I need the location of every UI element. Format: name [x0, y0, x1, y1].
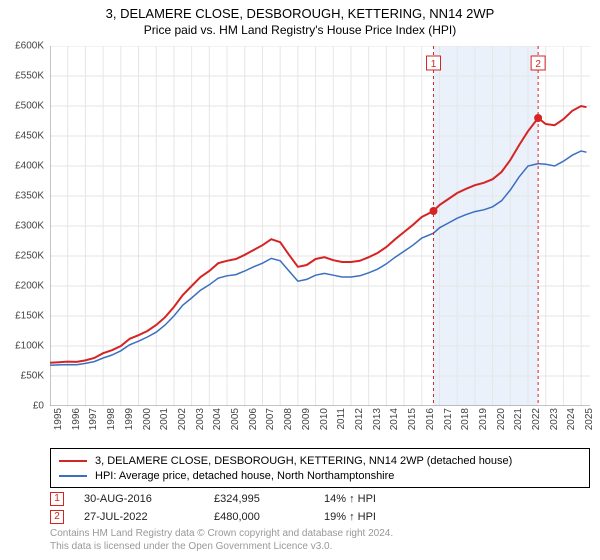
y-tick-label: £500K [15, 101, 44, 112]
legend-item-hpi: HPI: Average price, detached house, Nort… [59, 468, 581, 483]
sale-price: £480,000 [214, 511, 304, 523]
y-tick-label: £550K [15, 71, 44, 82]
x-tick-label: 2022 [531, 408, 542, 430]
legend-swatch-icon [59, 475, 87, 477]
svg-text:2: 2 [535, 59, 541, 70]
sale-diff: 14% ↑ HPI [324, 493, 434, 505]
titles: 3, DELAMERE CLOSE, DESBOROUGH, KETTERING… [0, 0, 600, 37]
x-tick-label: 2006 [248, 408, 259, 430]
x-tick-label: 2017 [443, 408, 454, 430]
x-tick-label: 2004 [212, 408, 223, 430]
x-tick-label: 2016 [425, 408, 436, 430]
y-tick-label: £250K [15, 251, 44, 262]
x-tick-label: 2013 [372, 408, 383, 430]
y-tick-label: £50K [21, 371, 44, 382]
x-tick-label: 2001 [159, 408, 170, 430]
x-tick-label: 1995 [53, 408, 64, 430]
svg-text:1: 1 [431, 59, 437, 70]
x-tick-label: 1998 [106, 408, 117, 430]
x-tick-label: 2003 [195, 408, 206, 430]
x-tick-label: 2005 [230, 408, 241, 430]
plot-svg: 12 [50, 46, 590, 406]
sale-row: 1 30-AUG-2016 £324,995 14% ↑ HPI [50, 490, 590, 508]
y-tick-label: £0 [33, 401, 44, 412]
x-tick-label: 1999 [124, 408, 135, 430]
sale-date: 27-JUL-2022 [84, 511, 194, 523]
sales-table: 1 30-AUG-2016 £324,995 14% ↑ HPI 2 27-JU… [50, 490, 590, 526]
x-tick-label: 2011 [336, 408, 347, 430]
y-tick-label: £400K [15, 161, 44, 172]
x-tick-label: 2007 [265, 408, 276, 430]
x-tick-label: 2021 [513, 408, 524, 430]
y-tick-label: £150K [15, 311, 44, 322]
y-tick-label: £300K [15, 221, 44, 232]
legend-label: HPI: Average price, detached house, Nort… [95, 470, 394, 482]
title-sub: Price paid vs. HM Land Registry's House … [0, 23, 600, 37]
footer: Contains HM Land Registry data © Crown c… [50, 528, 590, 553]
x-tick-label: 2018 [460, 408, 471, 430]
y-tick-label: £350K [15, 191, 44, 202]
x-tick-label: 2023 [549, 408, 560, 430]
sale-price: £324,995 [214, 493, 304, 505]
x-tick-label: 2002 [177, 408, 188, 430]
x-tick-label: 2000 [142, 408, 153, 430]
sale-marker-icon: 1 [50, 492, 64, 506]
legend-item-property: 3, DELAMERE CLOSE, DESBOROUGH, KETTERING… [59, 453, 581, 468]
x-tick-label: 2014 [389, 408, 400, 430]
x-tick-label: 2008 [283, 408, 294, 430]
x-tick-label: 2020 [496, 408, 507, 430]
x-tick-label: 2019 [478, 408, 489, 430]
x-tick-label: 2009 [301, 408, 312, 430]
legend-swatch-icon [59, 460, 87, 462]
footer-line: Contains HM Land Registry data © Crown c… [50, 528, 590, 541]
y-axis: £0£50K£100K£150K£200K£250K£300K£350K£400… [0, 46, 48, 406]
plot-area: 12 [50, 46, 590, 406]
sale-row: 2 27-JUL-2022 £480,000 19% ↑ HPI [50, 508, 590, 526]
x-tick-label: 2015 [407, 408, 418, 430]
y-tick-label: £600K [15, 41, 44, 52]
sale-marker-icon: 2 [50, 510, 64, 524]
chart-container: 3, DELAMERE CLOSE, DESBOROUGH, KETTERING… [0, 0, 600, 560]
x-tick-label: 2012 [354, 408, 365, 430]
legend: 3, DELAMERE CLOSE, DESBOROUGH, KETTERING… [50, 448, 590, 488]
x-tick-label: 2010 [319, 408, 330, 430]
sale-date: 30-AUG-2016 [84, 493, 194, 505]
y-tick-label: £450K [15, 131, 44, 142]
legend-label: 3, DELAMERE CLOSE, DESBOROUGH, KETTERING… [95, 455, 512, 467]
x-tick-label: 2024 [566, 408, 577, 430]
y-tick-label: £100K [15, 341, 44, 352]
x-tick-label: 1997 [88, 408, 99, 430]
sale-diff: 19% ↑ HPI [324, 511, 434, 523]
footer-line: This data is licensed under the Open Gov… [50, 541, 590, 554]
title-main: 3, DELAMERE CLOSE, DESBOROUGH, KETTERING… [0, 6, 600, 21]
y-tick-label: £200K [15, 281, 44, 292]
x-tick-label: 1996 [71, 408, 82, 430]
x-tick-label: 2025 [584, 408, 595, 430]
